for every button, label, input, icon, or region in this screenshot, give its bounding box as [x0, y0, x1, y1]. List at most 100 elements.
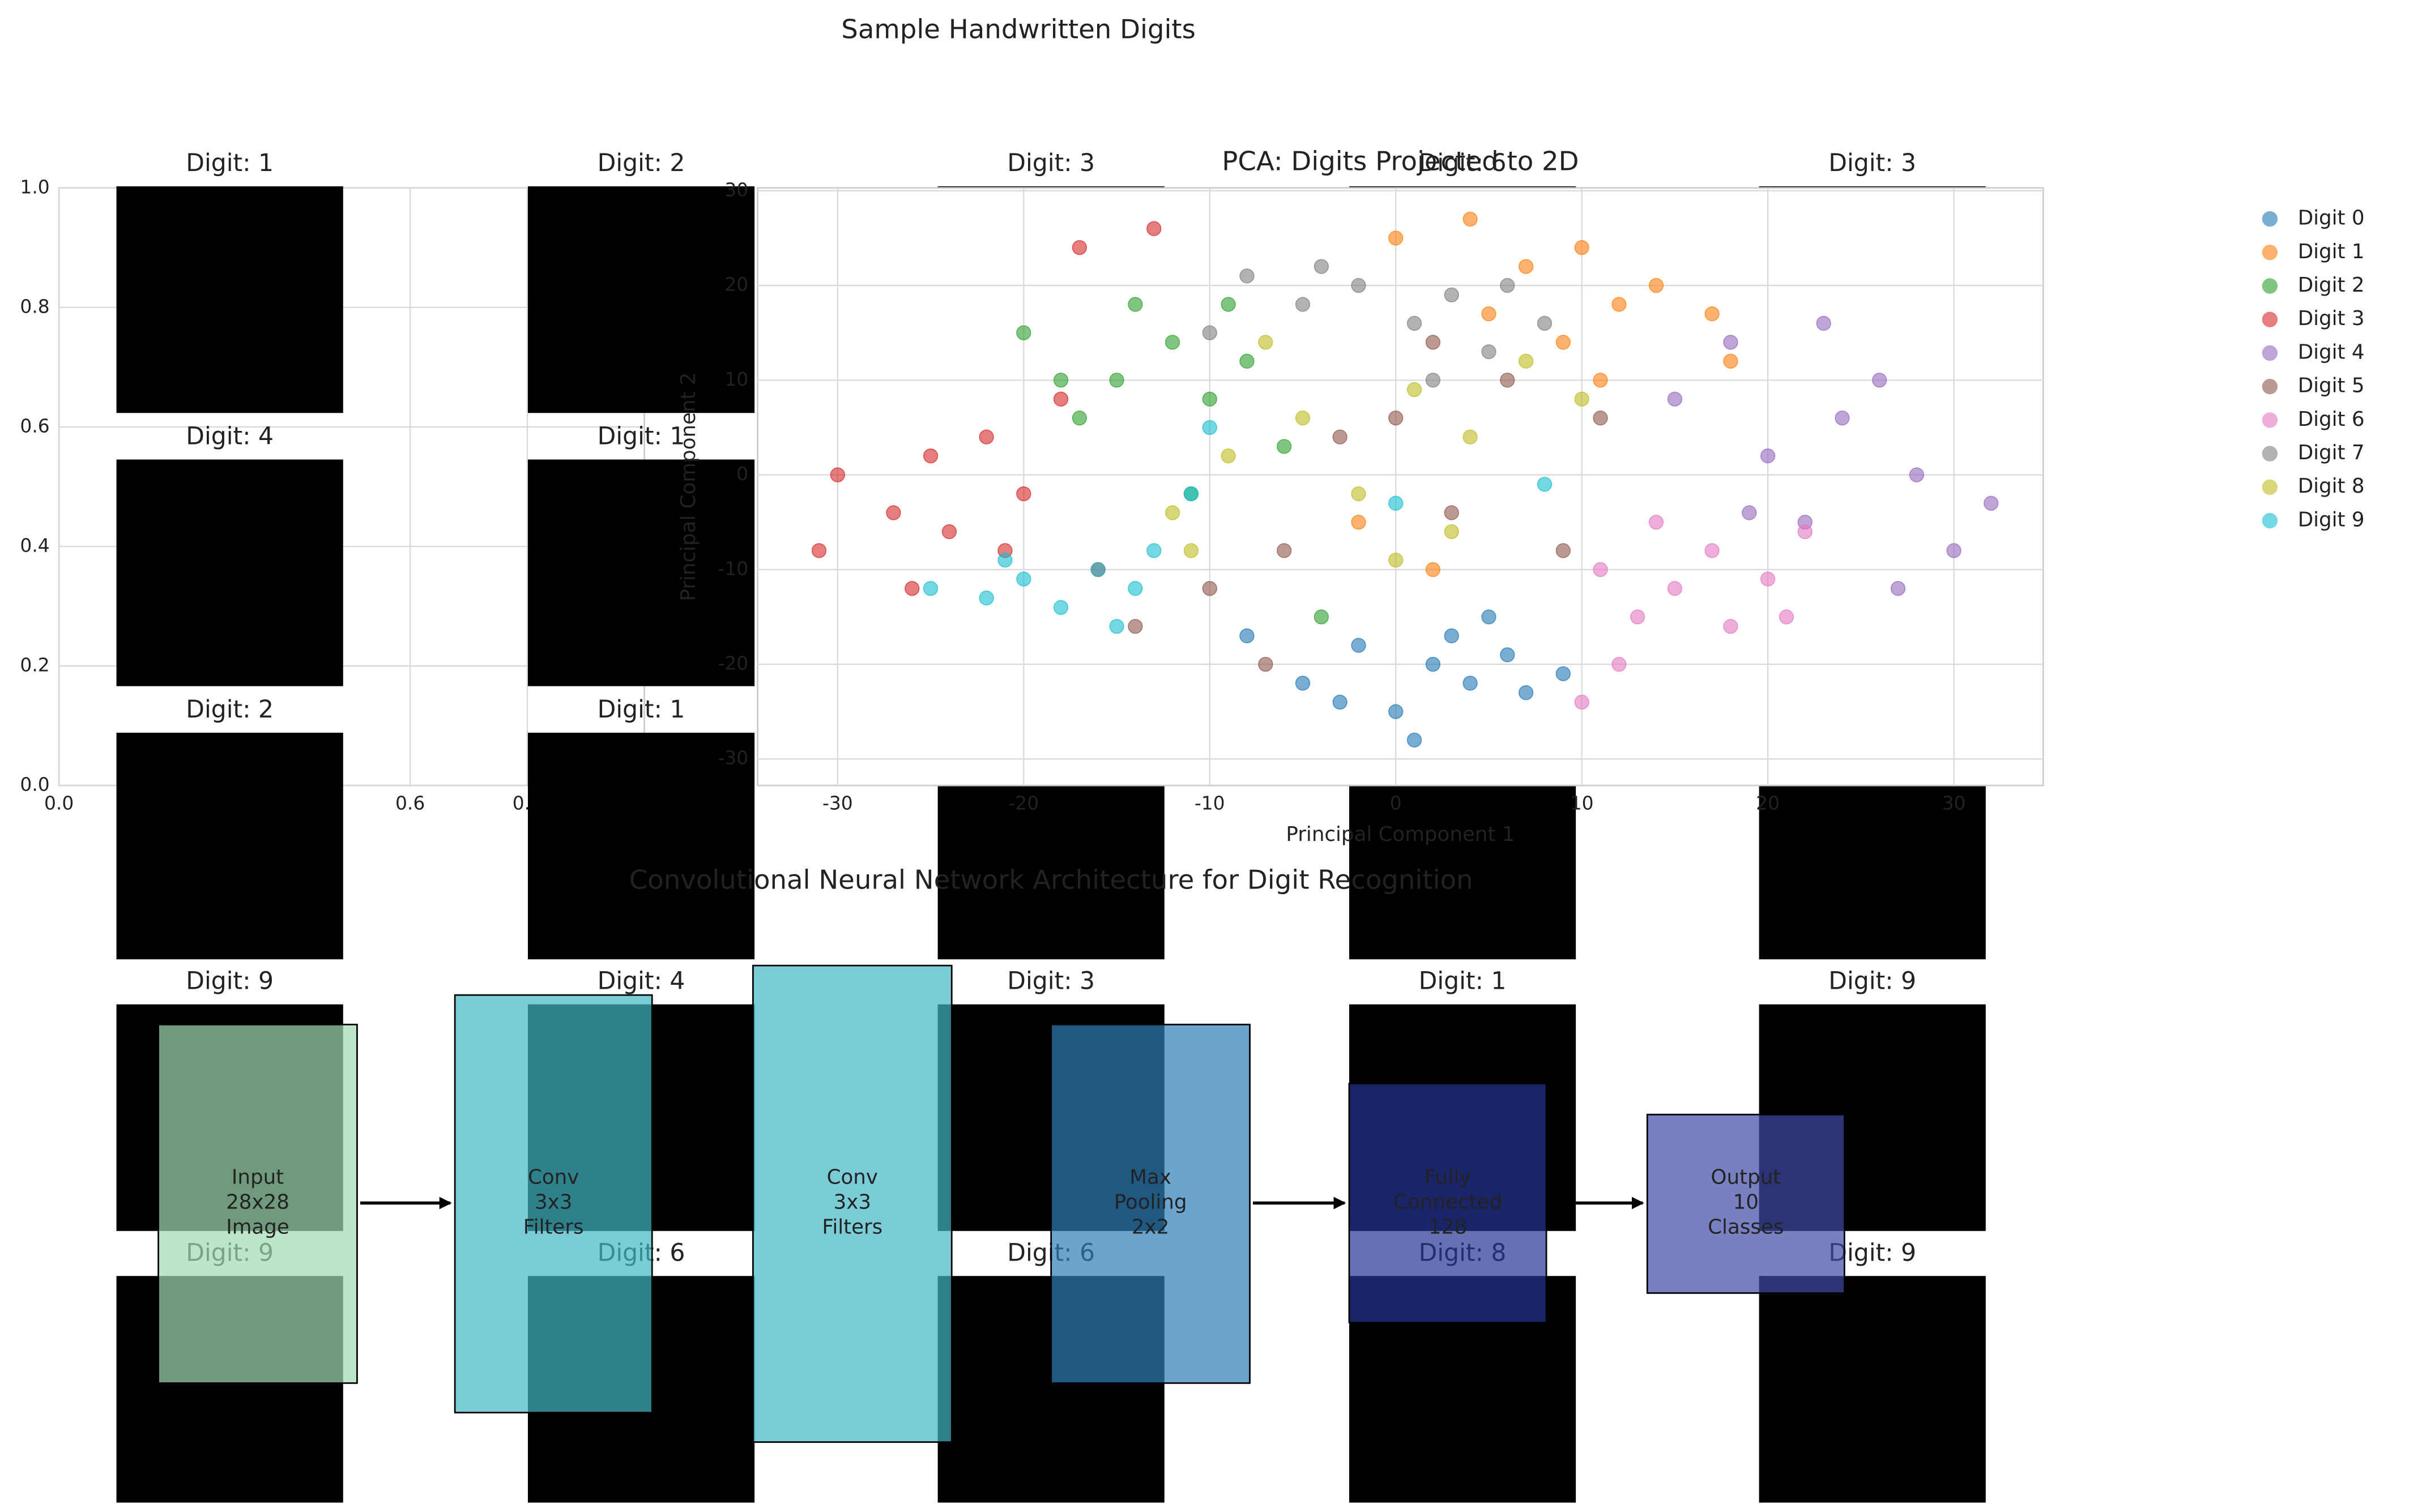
x-tick-label: 30 [1942, 792, 1966, 814]
scatter-point [1630, 609, 1645, 625]
layer-label: 10 [1733, 1190, 1759, 1214]
digit-title: Digit: 1 [598, 696, 685, 724]
figure-title: Sample Handwritten Digits [841, 14, 1196, 44]
layer-label: Filters [822, 1215, 882, 1238]
digit-title: Digit: 4 [186, 423, 274, 451]
scatter-point [1165, 335, 1180, 350]
scatter-point [1425, 656, 1441, 672]
scatter-point [1537, 477, 1553, 492]
digit-image [527, 186, 755, 413]
scatter-point [1239, 628, 1255, 643]
scatter-point [1276, 439, 1292, 454]
legend-label: Digit 2 [2298, 274, 2365, 297]
x-tick-label: -30 [822, 792, 853, 814]
legend-marker [2262, 479, 2278, 495]
scatter-point [1481, 306, 1496, 322]
x-tick-label: 0 [1390, 792, 1402, 814]
scatter-point [1258, 335, 1273, 350]
scatter-point [1425, 335, 1441, 350]
scatter-point [1314, 259, 1329, 274]
scatter-point [1072, 411, 1087, 426]
scatter-point [1555, 335, 1571, 350]
x-tick-label: 0.0 [44, 792, 74, 814]
scatter-point [1555, 543, 1571, 558]
legend-marker [2262, 245, 2278, 260]
x-tick-label: -20 [1008, 792, 1039, 814]
digit-title: Digit: 1 [186, 150, 274, 177]
scatter-point [1016, 486, 1031, 502]
layer-box [1646, 1113, 1845, 1294]
scatter-point [1090, 562, 1106, 577]
layer-label: Output [1711, 1166, 1781, 1189]
scatter-point [1648, 277, 1664, 293]
legend-marker [2262, 512, 2278, 529]
y-tick-label: 0 [736, 463, 748, 485]
digit-title: Digit: 4 [598, 968, 685, 996]
scatter-point [1816, 315, 1831, 331]
y-tick-label: 0.4 [20, 534, 49, 556]
scatter-point [1723, 618, 1738, 634]
scatter-point [1890, 581, 1906, 596]
scatter-point [1909, 467, 1925, 482]
scatter-point [1146, 543, 1162, 558]
scatter-point [1183, 486, 1199, 502]
digit-title: Digit: 1 [598, 423, 685, 451]
legend-label: Digit 1 [2298, 240, 2365, 263]
y-tick-label: 1.0 [20, 176, 49, 198]
scatter-point [1351, 638, 1366, 653]
scatter-point [1388, 704, 1404, 719]
digit-title: Digit: 3 [1828, 150, 1916, 177]
scatter-point [1351, 486, 1366, 502]
y-tick-label: 0.0 [20, 774, 49, 796]
scatter-point [1835, 411, 1850, 426]
x-tick-label: -10 [1195, 792, 1225, 814]
scatter-point [1742, 505, 1757, 520]
legend-label: Digit 9 [2298, 508, 2365, 531]
scatter-point [1406, 382, 1422, 398]
layer-label: Pooling [1114, 1190, 1187, 1214]
x-tick-label: 20 [1756, 792, 1780, 814]
scatter-point [997, 552, 1013, 568]
scatter-point [1723, 335, 1738, 350]
scatter-point [1444, 287, 1459, 302]
scatter-point [1388, 230, 1404, 246]
layer-box [752, 964, 953, 1443]
scatter-point [1667, 581, 1683, 596]
scatter-point [1667, 391, 1683, 407]
layer-box [157, 1023, 358, 1384]
scatter-point [1574, 391, 1589, 407]
scatter-point [1239, 268, 1255, 284]
layer-label: Connected [1393, 1190, 1502, 1214]
scatter-point [1518, 685, 1534, 701]
digit-image [116, 459, 343, 686]
scatter-point [1388, 496, 1404, 511]
scatter-point [1295, 411, 1311, 426]
scatter-point [1332, 429, 1348, 445]
scatter-point [1611, 656, 1627, 672]
scatter-point [1128, 297, 1143, 312]
scatter-point [1500, 373, 1515, 388]
scatter-point [1611, 297, 1627, 312]
digit-title: Digit: 1 [1419, 968, 1507, 996]
diagram-title: Convolutional Neural Network Architectur… [629, 865, 1473, 895]
scatter-point [1779, 609, 1794, 625]
scatter-point [1202, 391, 1217, 407]
digit-image [116, 732, 343, 960]
scatter-point [1797, 524, 1813, 540]
scatter-point [1462, 676, 1478, 691]
digit-title: Digit: 9 [1828, 968, 1916, 996]
scatter-point [1444, 524, 1459, 540]
layer-label: 128 [1429, 1215, 1467, 1238]
scatter-point [1072, 240, 1087, 255]
legend-marker [2262, 412, 2278, 428]
scatter-point [1109, 618, 1124, 634]
scatter-point [1462, 429, 1478, 445]
scatter-point [1109, 373, 1124, 388]
y-tick-label: 30 [724, 178, 748, 200]
scatter-point [1574, 694, 1589, 710]
scatter-point [1146, 221, 1162, 236]
scatter-point [1183, 543, 1199, 558]
scatter-point [1276, 543, 1292, 558]
legend-label: Digit 4 [2298, 340, 2365, 364]
